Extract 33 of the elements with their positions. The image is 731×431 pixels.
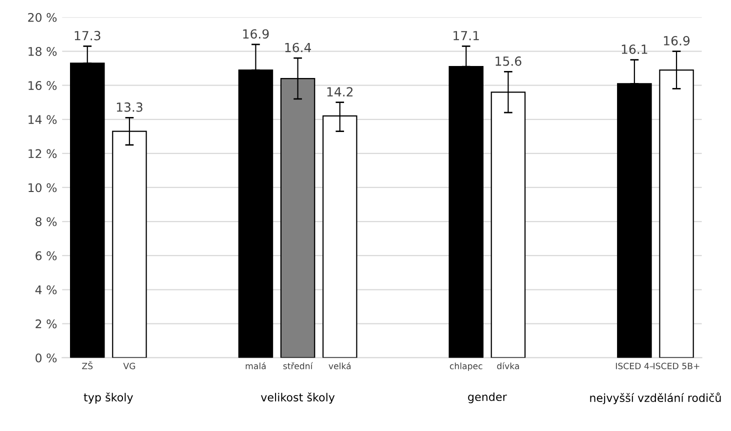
- x-tick-label: ZŠ: [82, 361, 93, 370]
- data-label: 16.1: [622, 44, 648, 54]
- y-tick-label: 8 %: [36, 217, 57, 226]
- data-label: 17.3: [74, 30, 100, 40]
- text: nejvyšší vzdělání rodičů: [590, 392, 721, 404]
- y-tick-label: 0 %: [36, 353, 57, 362]
- data-label: 13.3: [116, 102, 142, 112]
- x-tick-label: velká: [328, 362, 351, 370]
- text: velikost školy: [260, 392, 335, 404]
- data-label: 16.9: [243, 29, 269, 39]
- y-tick-label: 18 %: [28, 47, 57, 56]
- text: typ školy: [84, 392, 133, 404]
- x-tick-label: ISCED 5B+: [654, 362, 700, 370]
- x-tick-label: střední: [283, 362, 313, 370]
- x-tick-label: VG: [123, 362, 136, 370]
- y-tick-label: 12 %: [28, 149, 57, 158]
- y-tick-label: 4 %: [35, 285, 57, 294]
- x-tick-label: malá: [246, 362, 266, 370]
- y-tick-label: 10 %: [28, 183, 57, 192]
- y-tick-label: 14 %: [28, 115, 57, 124]
- x-tick-label: dívka: [497, 362, 519, 370]
- data-label: 15.6: [496, 56, 522, 66]
- x-tick-label: ISCED 4–: [616, 362, 654, 370]
- y-tick-label: 16 %: [28, 81, 57, 90]
- y-tick-label: 20 %: [28, 12, 57, 22]
- data-label: 16.9: [664, 36, 690, 46]
- y-tick-label: 2 %: [36, 319, 57, 328]
- data-label: 14.2: [327, 87, 353, 96]
- data-label: 17.1: [454, 31, 479, 40]
- data-label: 16.4: [285, 42, 311, 52]
- y-tick-label: 6 %: [36, 251, 57, 260]
- text: gender: [468, 392, 507, 404]
- x-tick-label: chlapec: [450, 362, 482, 371]
